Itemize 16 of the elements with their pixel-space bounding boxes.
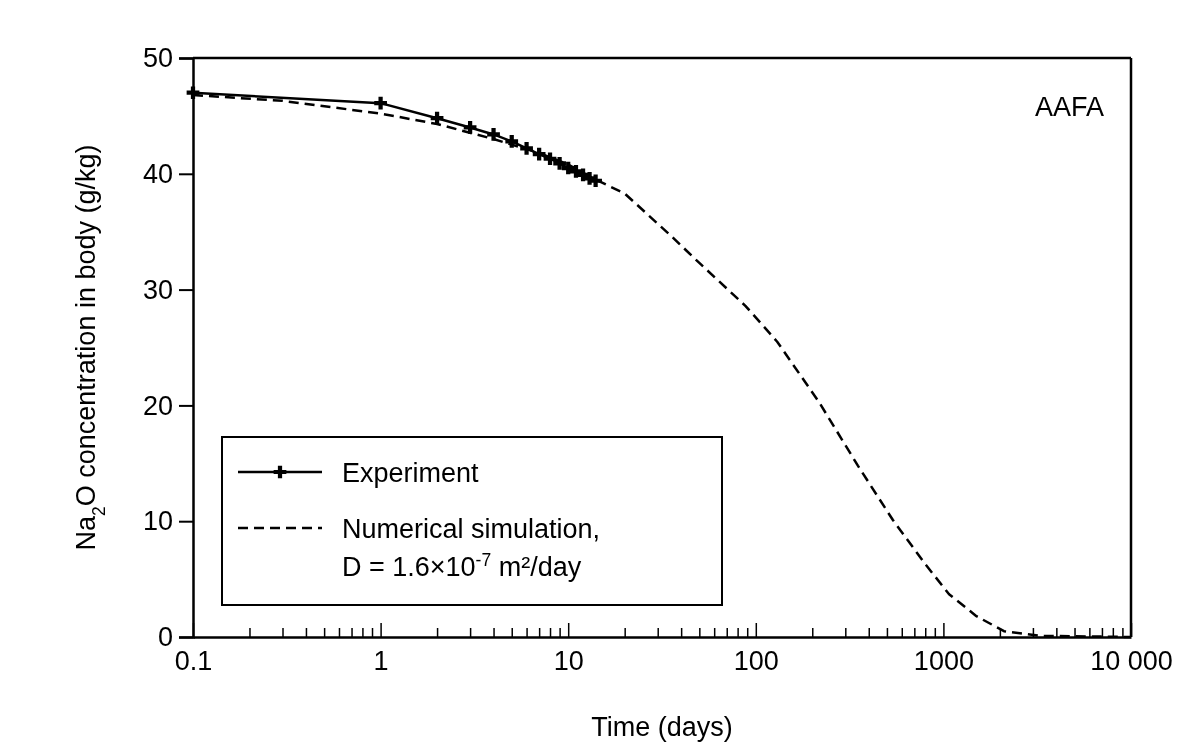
x-tick-label: 10 000 xyxy=(1090,646,1173,677)
x-tick-label: 100 xyxy=(733,646,779,677)
x-tick-label: 1 xyxy=(373,646,389,677)
x-tick-label: 1000 xyxy=(913,646,974,677)
legend-label: Experiment xyxy=(342,458,480,488)
y-tick-label: 40 xyxy=(142,158,173,189)
x-tick-label: 0.1 xyxy=(174,646,213,677)
y-tick-label: 10 xyxy=(142,506,173,537)
y-tick-label: 20 xyxy=(142,390,173,421)
x-tick-label: 10 xyxy=(553,646,584,677)
y-tick-label: 30 xyxy=(142,274,173,305)
annotation: AAFA xyxy=(1034,92,1104,122)
legend-label: Numerical simulation, D = 1.6×10$^{-7}$ m²/day xyxy=(342,514,601,582)
y-tick-label: 50 xyxy=(142,43,173,74)
y-tick-label: 0 xyxy=(157,622,173,653)
x-axis-title: Time (days) xyxy=(591,712,733,742)
